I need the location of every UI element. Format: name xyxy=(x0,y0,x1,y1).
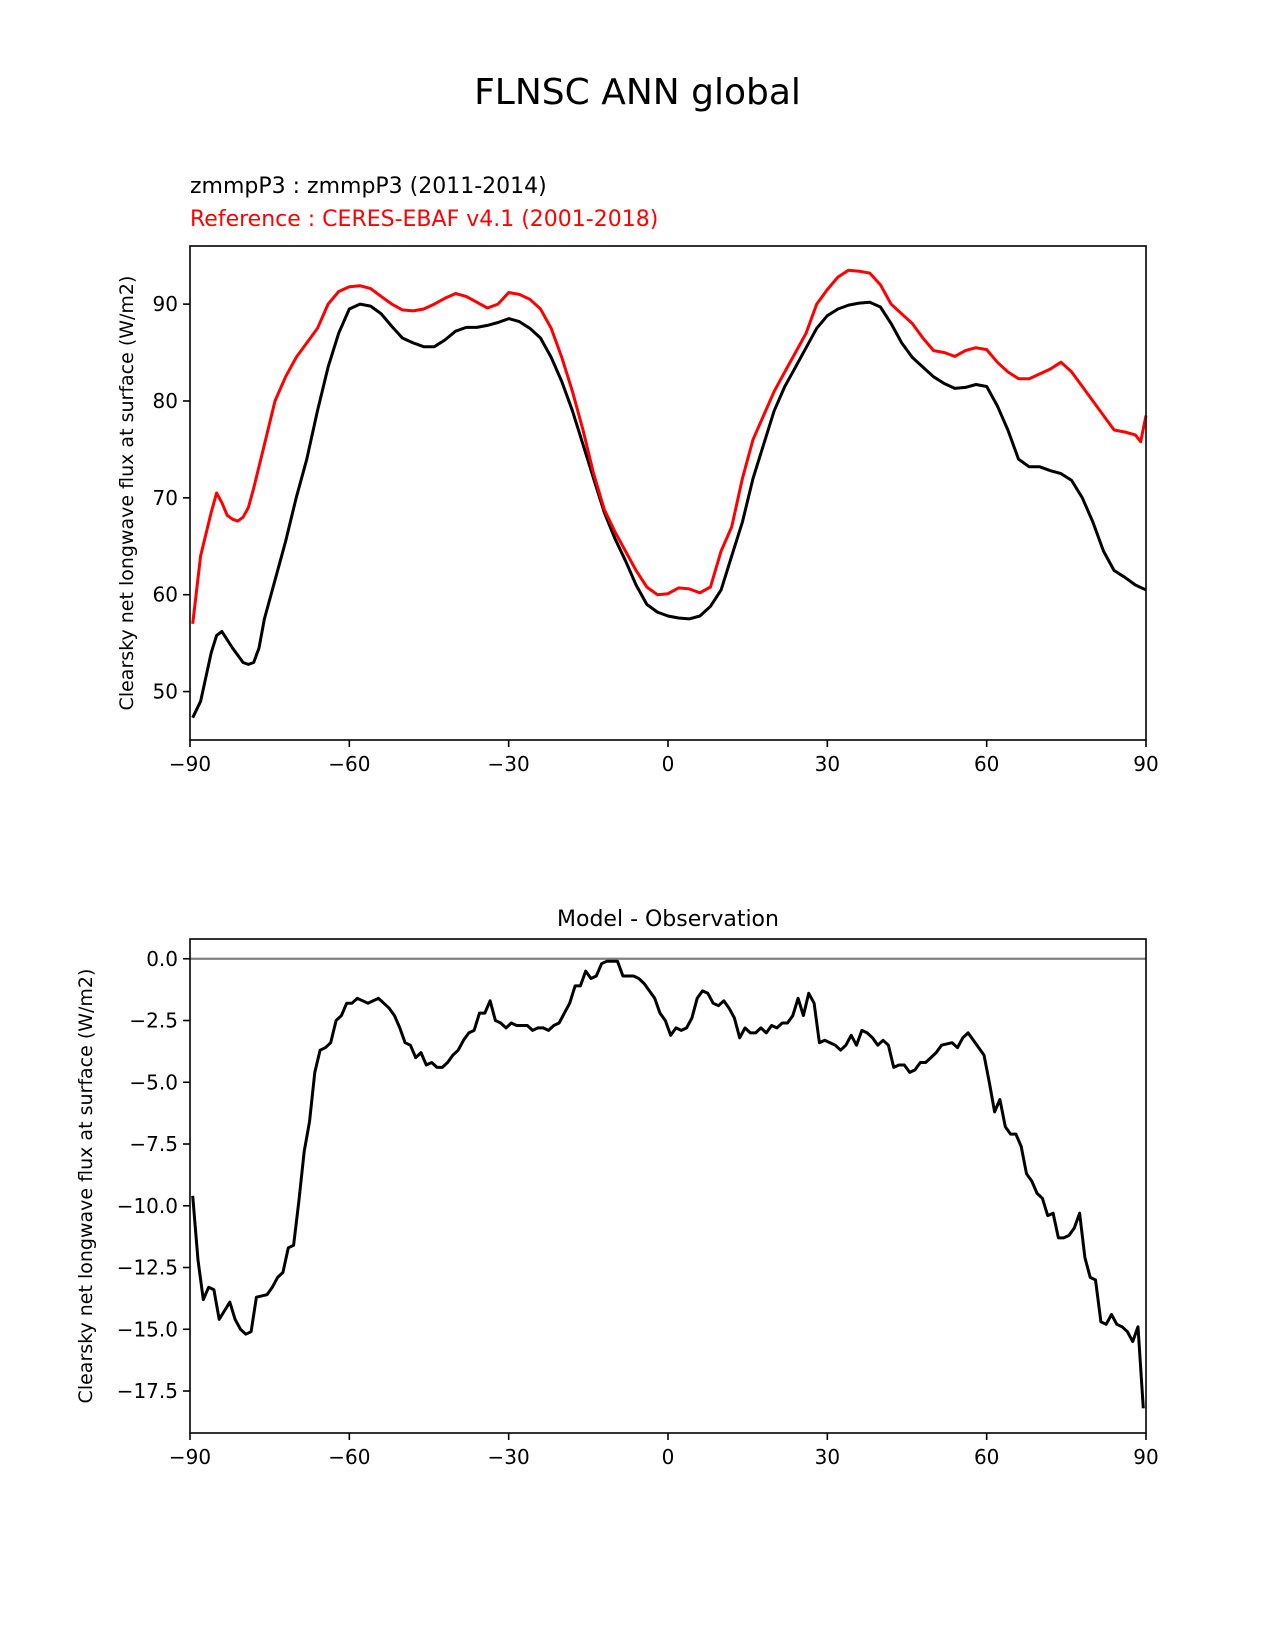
x-tick-label: 60 xyxy=(974,1445,999,1469)
x-tick-label: −90 xyxy=(169,1445,211,1469)
x-tick-label: 0 xyxy=(662,752,675,776)
y-tick-label: −15.0 xyxy=(117,1317,178,1341)
model-series-line xyxy=(191,300,1147,719)
axes-frame xyxy=(189,938,1147,1434)
y-tick-label: −5.0 xyxy=(129,1070,178,1094)
y-tick-label: −12.5 xyxy=(117,1256,178,1280)
y-tick-label: 50 xyxy=(153,680,178,704)
chart-1: −90 −60 −30 0 30 60 90 50 60 70 80 90 Clearsky net l… xyxy=(116,245,1159,776)
x-tick-label: 0 xyxy=(662,1445,675,1469)
y-tick-label: 60 xyxy=(153,583,178,607)
x-tick-label: 90 xyxy=(1133,752,1158,776)
x-tick-label: −30 xyxy=(488,1445,530,1469)
y-tick-label: −2.5 xyxy=(129,1009,178,1033)
y-tick-label: 70 xyxy=(153,486,178,510)
reference-series-line xyxy=(191,268,1148,624)
y-tick-label: 80 xyxy=(153,389,178,413)
y-tick-label: 0.0 xyxy=(146,947,178,971)
subplot-title: Model - Observation xyxy=(557,907,779,932)
x-tick-label: −30 xyxy=(488,752,530,776)
reference-label: Reference : CERES-EBAF v4.1 (2001-2018) xyxy=(190,207,659,232)
axes-frame xyxy=(189,245,1147,741)
x-tick-label: −90 xyxy=(169,752,211,776)
x-tick-label: 30 xyxy=(815,752,840,776)
y-tick-label: 90 xyxy=(153,292,178,316)
model-label: zmmpP3 : zmmpP3 (2011-2014) xyxy=(190,174,547,199)
y-tick-label: −17.5 xyxy=(117,1379,178,1403)
y-tick-label: −10.0 xyxy=(117,1194,178,1218)
x-tick-label: −60 xyxy=(328,752,370,776)
x-tick-label: 90 xyxy=(1133,1445,1158,1469)
x-tick-label: 30 xyxy=(815,1445,840,1469)
x-tick-label: −60 xyxy=(328,1445,370,1469)
difference-series-line xyxy=(191,959,1145,1409)
figure-title: FLNSC ANN global xyxy=(474,72,801,113)
y-tick-label: −7.5 xyxy=(129,1132,178,1156)
chart-2: −90 −60 −30 0 30 60 90 0.0 −2.5 −5.0 −7.5 −10.0 −12.… xyxy=(75,907,1159,1469)
x-tick-label: 60 xyxy=(974,752,999,776)
y-axis-label: Clearsky net longwave flux at surface (W… xyxy=(116,276,138,711)
y-axis-label: Clearsky net longwave flux at surface (W… xyxy=(75,969,97,1404)
